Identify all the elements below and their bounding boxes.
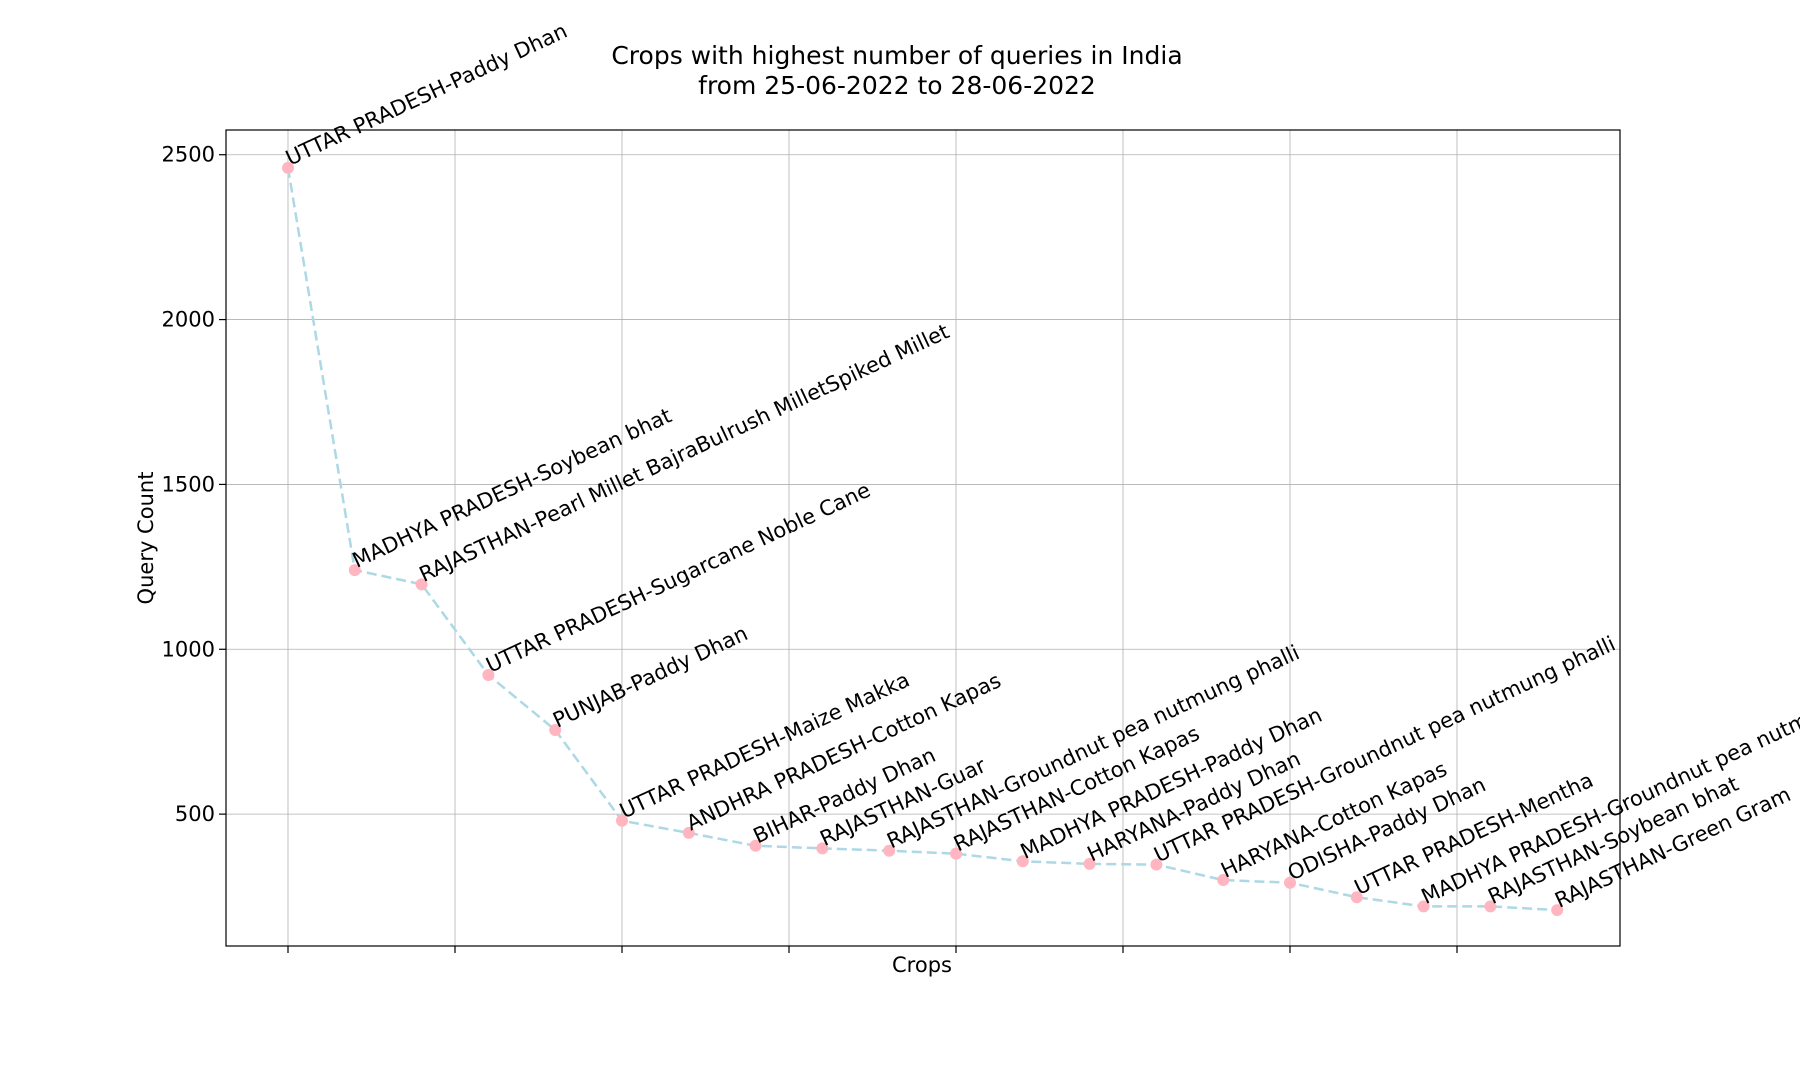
- data-point: [883, 844, 896, 857]
- data-point: [682, 826, 695, 839]
- chart-title: Crops with highest number of queries in …: [611, 41, 1182, 70]
- data-point: [950, 847, 962, 860]
- data-point-label: UTTAR PRADESH-Paddy Dhan: [282, 19, 571, 171]
- x-axis-label: Crops: [892, 953, 952, 977]
- plot-frame: [225, 129, 1621, 947]
- data-point: [749, 839, 762, 852]
- data-point: [1150, 858, 1163, 871]
- y-tick-label: 1000: [162, 637, 215, 661]
- series-line: [286, 167, 1558, 912]
- data-point: [1016, 855, 1029, 868]
- data-point: [1551, 904, 1564, 917]
- data-point-label: RAJASTHAN-Pearl Millet BajraBulrush Mill…: [416, 319, 953, 587]
- data-point: [1083, 857, 1096, 870]
- data-point: [1417, 900, 1430, 913]
- data-markers: [282, 161, 1564, 917]
- y-tick-label: 2500: [162, 143, 215, 167]
- data-point: [1217, 874, 1230, 887]
- y-axis-label: Query Count: [134, 472, 158, 605]
- data-point-label: PUNJAB-Paddy Dhan: [549, 621, 751, 732]
- data-point: [348, 564, 361, 577]
- data-point: [1284, 876, 1296, 889]
- chart-subtitle: from 25-06-2022 to 28-06-2022: [698, 71, 1096, 100]
- data-point: [482, 668, 495, 681]
- data-point: [415, 578, 428, 591]
- y-axis-ticks: 500 1000 1500 2000 2500: [162, 143, 226, 826]
- data-point: [282, 161, 294, 174]
- y-tick-label: 2000: [162, 308, 215, 332]
- y-tick-label: 1500: [162, 472, 215, 496]
- x-axis-ticks: [287, 946, 1458, 953]
- grid: [226, 130, 1620, 946]
- data-point: [549, 724, 562, 737]
- data-point: [1350, 891, 1363, 904]
- data-point: [816, 842, 829, 855]
- data-point: [1484, 900, 1497, 913]
- data-point: [616, 814, 628, 827]
- y-tick-label: 500: [175, 802, 215, 826]
